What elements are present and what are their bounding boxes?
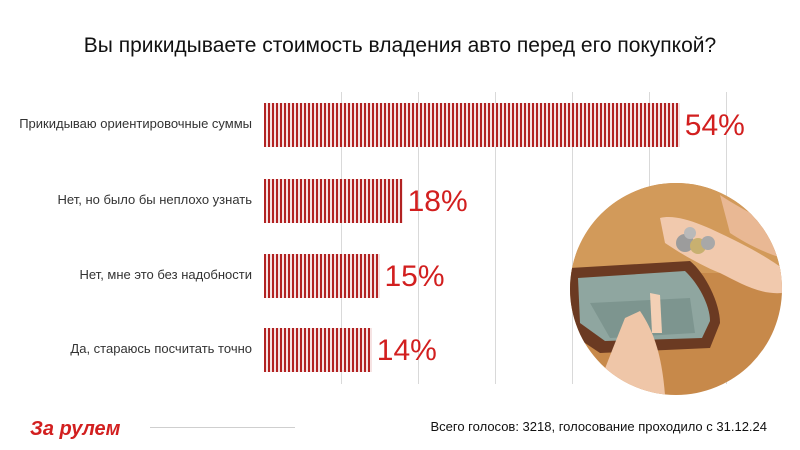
category-label: Прикидываю ориентировочные суммы xyxy=(19,115,252,131)
chart-title: Вы прикидываете стоимость владения авто … xyxy=(83,34,717,57)
votes-footer: Всего голосов: 3218, голосование проходи… xyxy=(430,419,767,434)
za-rulem-logo: За рулем xyxy=(30,418,121,440)
wallet-coins-photo-icon xyxy=(570,183,782,395)
gridline xyxy=(418,92,419,384)
bar xyxy=(264,103,680,147)
logo-divider xyxy=(150,427,295,428)
value-label: 54% xyxy=(684,109,745,142)
category-label: Нет, но было бы неплохо узнать xyxy=(57,191,252,207)
category-label: Нет, мне это без надобности xyxy=(79,266,253,282)
gridline xyxy=(572,92,573,384)
category-label: Да, стараюсь посчитать точно xyxy=(70,340,252,356)
gridline xyxy=(495,92,496,384)
bar xyxy=(264,254,380,298)
logo-text: За рулем xyxy=(30,418,121,440)
value-label: 14% xyxy=(376,334,437,367)
value-label: 18% xyxy=(407,185,468,218)
gridline xyxy=(341,92,342,384)
bar xyxy=(264,328,372,372)
value-label: 15% xyxy=(384,260,445,293)
bar xyxy=(264,179,403,223)
